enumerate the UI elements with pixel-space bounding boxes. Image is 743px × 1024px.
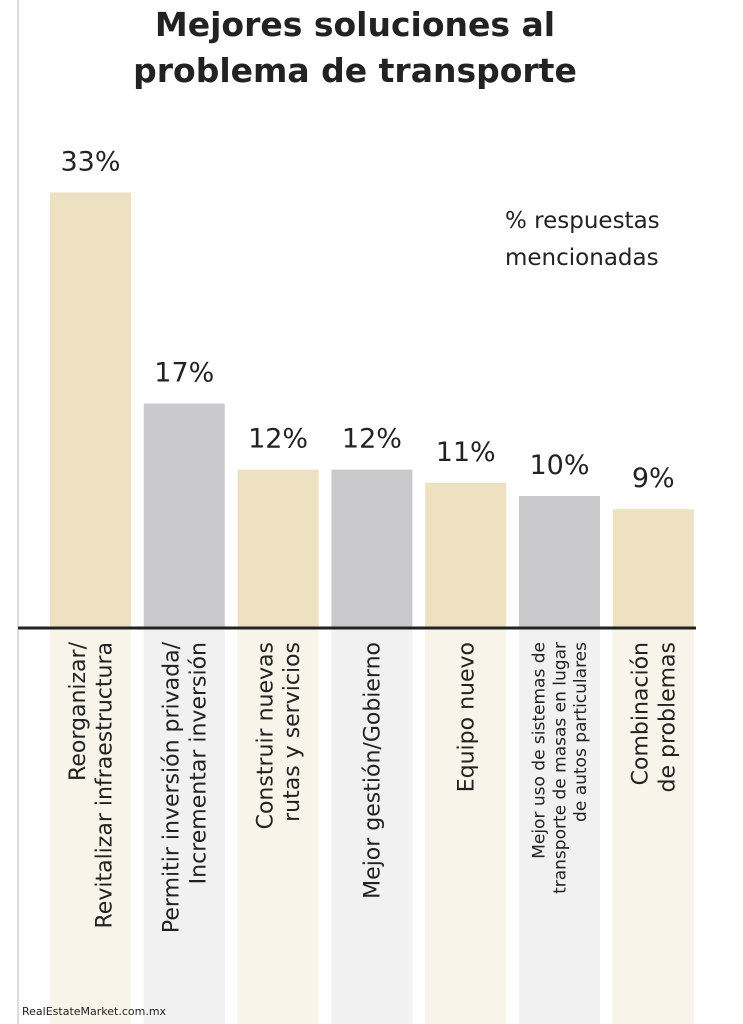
column-background (425, 628, 507, 1024)
bar (50, 192, 131, 628)
bar (519, 496, 600, 628)
value-label: 11% (436, 437, 496, 468)
column-background (612, 628, 694, 1024)
x-tick-label: Reorganizar/Revitalizar infraestructura (66, 641, 118, 928)
source: RealEstateMarket.com.mx (22, 1005, 167, 1018)
column-background (50, 628, 131, 1024)
bar (425, 482, 507, 628)
x-tick-label: Construir nuevasrutas y servicios (253, 642, 305, 829)
chart-title: Mejores soluciones al (155, 5, 555, 44)
value-label: 10% (529, 450, 589, 481)
column-background (237, 628, 319, 1024)
x-tick-label: Permitir inversión privada/Incrementar i… (160, 641, 212, 933)
value-label: 12% (342, 424, 402, 455)
bar (143, 403, 225, 628)
x-tick-label: Equipo nuevo (454, 642, 479, 792)
x-tick-label: Mejor gestión/Gobierno (361, 642, 386, 899)
chart-title: problema de transporte (133, 51, 577, 90)
column-background (519, 628, 600, 1024)
annotation: % respuestas (505, 208, 660, 234)
value-label: 9% (632, 463, 675, 494)
annotation: mencionadas (505, 245, 659, 271)
bar (612, 509, 694, 628)
bar (237, 469, 319, 628)
column-background (331, 628, 413, 1024)
bar (331, 469, 413, 628)
x-tick-label: Mejor uso de sistemas detransporte de ma… (530, 642, 591, 894)
value-label: 12% (248, 424, 308, 455)
column-background (143, 628, 225, 1024)
value-label: 33% (60, 146, 120, 177)
x-tick-label: Combinaciónde problemas (629, 642, 681, 792)
value-label: 17% (154, 358, 214, 389)
